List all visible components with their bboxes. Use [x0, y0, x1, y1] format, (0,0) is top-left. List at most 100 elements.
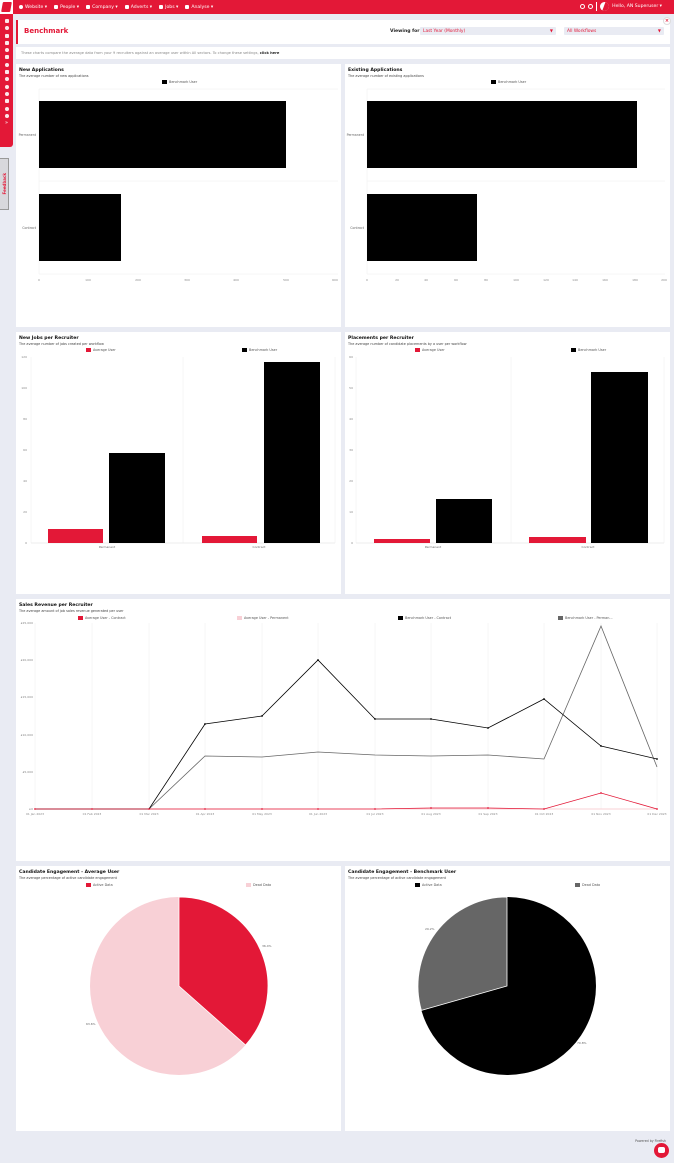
placements-card: Placements per Recruiter The average num…: [345, 332, 670, 594]
gear-icon[interactable]: [588, 4, 594, 9]
search-icon[interactable]: [4, 62, 9, 67]
legend-benchmark[interactable]: Benchmark User: [162, 80, 197, 84]
legend-average[interactable]: Average User: [415, 348, 445, 352]
user-menu[interactable]: Hello, AN Superuser ▾: [612, 4, 662, 9]
globe-icon[interactable]: [4, 91, 9, 96]
info-text: These charts compare the average data fr…: [21, 51, 260, 55]
svg-text:01 Sep 2023: 01 Sep 2023: [478, 812, 497, 816]
expand-sidebar-button[interactable]: »: [4, 120, 9, 127]
svg-text:01 Feb 2023: 01 Feb 2023: [83, 812, 102, 816]
svg-text:20: 20: [349, 479, 353, 483]
sales-revenue-chart: £25,000 £20,000 £15,000 £10,000 £5,000 £0 01 …: [21, 621, 667, 816]
chevron-down-icon: ▼: [549, 28, 553, 33]
svg-text:£15,000: £15,000: [21, 695, 33, 699]
card-subtitle: The average number of jobs created per w…: [19, 342, 104, 346]
legend-avg-contract[interactable]: Average User - Contract: [78, 616, 126, 620]
card-subtitle: The average amount of job sales revenue …: [19, 609, 124, 613]
nav-people[interactable]: People ▾: [54, 5, 79, 10]
legend-dead[interactable]: Dead Data: [246, 883, 271, 887]
svg-text:30: 30: [349, 448, 353, 452]
legend-average[interactable]: Average User: [86, 348, 116, 352]
card-subtitle: The average number of existing applicati…: [348, 74, 424, 78]
svg-text:100: 100: [85, 278, 91, 282]
card-subtitle: The average percentage of active candida…: [348, 876, 446, 880]
legend-bench-contract[interactable]: Benchmark User - Contract: [398, 616, 451, 620]
svg-text:10: 10: [349, 510, 353, 514]
briefcase-icon[interactable]: [4, 99, 9, 104]
card-title: Placements per Recruiter: [348, 336, 414, 341]
settings-link[interactable]: click here: [259, 51, 280, 55]
settings-icon[interactable]: [4, 106, 9, 111]
svg-text:Contract: Contract: [582, 545, 596, 549]
svg-text:50: 50: [349, 386, 353, 390]
card-title: New Applications: [19, 68, 64, 73]
settings-icon[interactable]: [4, 77, 9, 82]
svg-text:0: 0: [351, 541, 353, 545]
legend-avg-permanent[interactable]: Average User - Permanent: [237, 616, 289, 620]
briefcase-icon[interactable]: [4, 70, 9, 75]
dashboard-icon[interactable]: [4, 19, 9, 23]
svg-text:Contract: Contract: [253, 545, 267, 549]
svg-text:20: 20: [395, 278, 399, 282]
card-subtitle: The average number of candidate placemen…: [348, 342, 467, 346]
label-active: 70.8%: [577, 1041, 587, 1045]
svg-text:120: 120: [21, 355, 27, 359]
svg-text:£5,000: £5,000: [23, 770, 34, 774]
card-title: Candidate Engagement - Benchmark User: [348, 870, 457, 875]
nav-adverts[interactable]: Adverts ▾: [124, 5, 152, 10]
workflow-select[interactable]: All Workflows ▼: [564, 27, 664, 35]
new-applications-card: New Applications The average number of n…: [16, 64, 341, 327]
legend-benchmark[interactable]: Benchmark User: [491, 80, 526, 84]
building-icon[interactable]: [4, 55, 9, 60]
card-title: Existing Applications: [348, 68, 403, 73]
legend-benchmark[interactable]: Benchmark User: [242, 348, 277, 352]
svg-text:400: 400: [233, 278, 239, 282]
card-title: Sales Revenue per Recruiter: [19, 603, 93, 608]
svg-text:200: 200: [661, 278, 667, 282]
svg-text:01 Jun 2023: 01 Jun 2023: [309, 812, 327, 816]
engagement-benchmark-card: Candidate Engagement - Benchmark User Th…: [345, 866, 670, 1131]
settings-icon[interactable]: [4, 48, 9, 53]
page-header: Benchmark Viewing for: Last Year (Monthl…: [16, 20, 670, 44]
svg-text:0: 0: [366, 278, 368, 282]
person-icon: [54, 5, 59, 9]
chart-icon: [185, 5, 190, 9]
settings-icon[interactable]: [4, 113, 9, 118]
globe-icon[interactable]: [4, 26, 9, 31]
svg-text:01 Dec 2023: 01 Dec 2023: [647, 812, 666, 816]
svg-text:40: 40: [424, 278, 428, 282]
legend-bench-permanent[interactable]: Benchmark User - Perman...: [558, 616, 613, 620]
feedback-tab[interactable]: Feedback: [0, 158, 9, 210]
nav-jobs[interactable]: Jobs ▾: [159, 5, 178, 10]
period-select[interactable]: Last Year (Monthly) ▼: [420, 27, 556, 35]
globe-icon: [19, 5, 23, 9]
settings-icon[interactable]: [4, 84, 9, 89]
svg-text:£20,000: £20,000: [21, 658, 33, 662]
chart-icon[interactable]: [4, 33, 9, 38]
svg-text:300: 300: [184, 278, 190, 282]
info-bar: These charts compare the average data fr…: [16, 47, 670, 59]
svg-text:140: 140: [572, 278, 578, 282]
svg-text:200: 200: [135, 278, 141, 282]
avatar[interactable]: [600, 2, 610, 11]
legend-benchmark[interactable]: Benchmark User: [571, 348, 606, 352]
svg-text:120: 120: [543, 278, 549, 282]
legend-active[interactable]: Active Data: [415, 883, 442, 887]
nav-company[interactable]: Company ▾: [86, 5, 118, 10]
person-icon[interactable]: [4, 40, 9, 45]
nav-analyse[interactable]: Analyse ▾: [185, 5, 213, 10]
svg-text:01 Jan 2023: 01 Jan 2023: [26, 812, 44, 816]
svg-text:01 Nov 2023: 01 Nov 2023: [591, 812, 610, 816]
app-logo[interactable]: [0, 0, 13, 14]
close-icon[interactable]: ×: [663, 17, 671, 25]
legend-active[interactable]: Active Data: [86, 883, 113, 887]
svg-text:80: 80: [23, 417, 27, 421]
svg-text:500: 500: [283, 278, 289, 282]
engagement-average-pie: 36.4% 63.6%: [86, 896, 272, 1075]
svg-text:01 Mar 2023: 01 Mar 2023: [139, 812, 158, 816]
chat-button[interactable]: [654, 1143, 669, 1158]
legend-dead[interactable]: Dead Data: [575, 883, 600, 887]
svg-text:40: 40: [23, 479, 27, 483]
nav-website[interactable]: Website ▾: [19, 5, 47, 10]
lightbulb-icon[interactable]: [580, 4, 586, 9]
